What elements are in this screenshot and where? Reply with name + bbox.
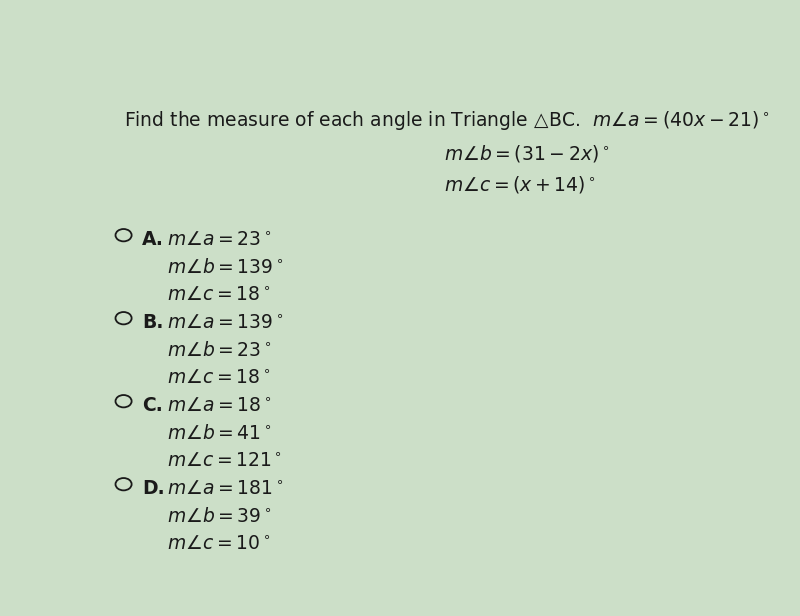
Text: $m\angle a = 139^\circ$: $m\angle a = 139^\circ$ bbox=[167, 314, 283, 333]
Text: A.: A. bbox=[142, 230, 164, 249]
Text: Find the measure of each angle in Triangle $\!\triangle\!$BC.  $m\angle a = (40x: Find the measure of each angle in Triang… bbox=[123, 110, 769, 132]
Text: $m\angle a = 18^\circ$: $m\angle a = 18^\circ$ bbox=[167, 397, 271, 415]
Text: $m\angle a = 181^\circ$: $m\angle a = 181^\circ$ bbox=[167, 479, 283, 498]
Text: C.: C. bbox=[142, 397, 163, 415]
Text: $m\angle c = 18^\circ$: $m\angle c = 18^\circ$ bbox=[167, 368, 270, 387]
Text: $m\angle a = 23^\circ$: $m\angle a = 23^\circ$ bbox=[167, 230, 271, 249]
Text: $m\angle b = 39^\circ$: $m\angle b = 39^\circ$ bbox=[167, 507, 272, 526]
Text: $m\angle b = 139^\circ$: $m\angle b = 139^\circ$ bbox=[167, 258, 284, 277]
Text: B.: B. bbox=[142, 314, 163, 333]
Text: $m\angle c = 18^\circ$: $m\angle c = 18^\circ$ bbox=[167, 285, 270, 304]
Text: $m\angle c = (x + 14)^\circ$: $m\angle c = (x + 14)^\circ$ bbox=[444, 174, 596, 195]
Text: $m\angle c = 10^\circ$: $m\angle c = 10^\circ$ bbox=[167, 535, 270, 554]
Text: $m\angle b = 23^\circ$: $m\angle b = 23^\circ$ bbox=[167, 341, 272, 360]
Text: D.: D. bbox=[142, 479, 165, 498]
Text: $m\angle b = 41^\circ$: $m\angle b = 41^\circ$ bbox=[167, 424, 272, 443]
Text: $m\angle b = (31 - 2x)^\circ$: $m\angle b = (31 - 2x)^\circ$ bbox=[444, 143, 610, 164]
Text: $m\angle c = 121^\circ$: $m\angle c = 121^\circ$ bbox=[167, 452, 282, 471]
